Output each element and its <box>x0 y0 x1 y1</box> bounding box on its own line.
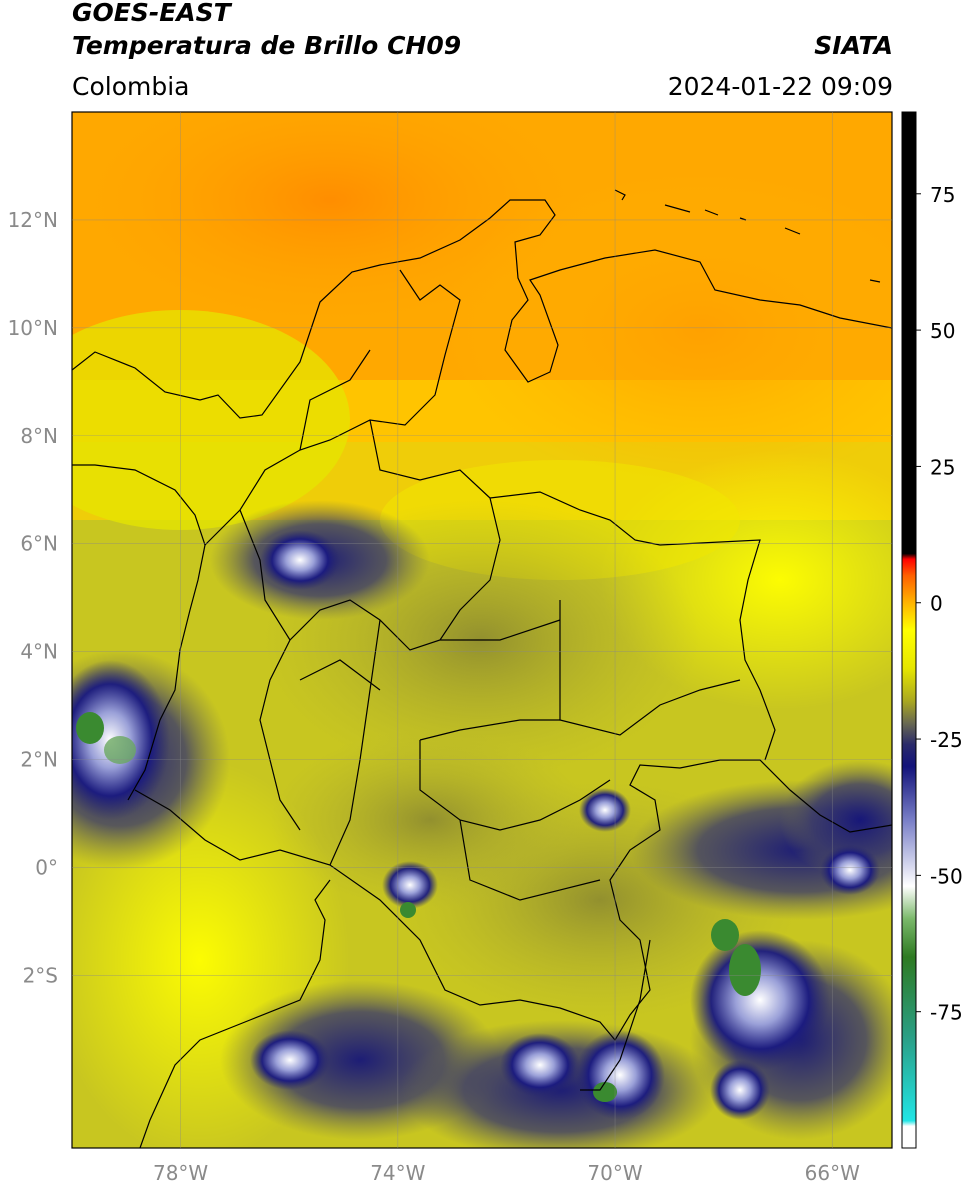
title-line1: GOES-EAST <box>72 0 231 27</box>
colorbar-tick-label: 75 <box>930 183 955 207</box>
pacific-coastline <box>72 464 206 801</box>
brightness-temperature-field <box>72 112 892 1148</box>
lat-tick-label: 2°N <box>20 748 58 772</box>
title-line2: Temperatura de Brillo CH09 <box>72 31 462 60</box>
colorbar-tick-label: -50 <box>930 864 963 888</box>
colorbar-tick-label: -25 <box>930 728 963 752</box>
colorbar <box>901 111 917 1149</box>
dept-boundaries <box>204 269 611 901</box>
peru-brazil-border <box>580 939 651 1091</box>
lon-tick-label: 66°W <box>805 1161 860 1185</box>
lat-tick-label: 0° <box>35 855 58 879</box>
colorbar-ticks: 75 50 25 0 -25 -50 -75 <box>916 183 963 1025</box>
lon-tick-label: 78°W <box>153 1161 208 1185</box>
colombia-venezuela-border <box>489 491 776 761</box>
borders-layer <box>72 189 892 1148</box>
venezuela-brazil-border <box>559 600 741 736</box>
lon-tick-label: 74°W <box>370 1161 425 1185</box>
lat-tick-label: 8°N <box>20 424 58 448</box>
caribbean-coastline <box>72 199 892 419</box>
lat-tick-label: 4°N <box>20 640 58 664</box>
org-label: SIATA <box>814 31 893 60</box>
region-label: Colombia <box>72 72 190 101</box>
datetime-label: 2024-01-22 09:09 <box>667 72 893 101</box>
lon-tick-label: 70°W <box>587 1161 642 1185</box>
colorbar-tick-label: 0 <box>930 592 943 616</box>
lat-tick-label: 2°S <box>23 963 58 987</box>
gridlines <box>72 112 892 1148</box>
lat-tick-label: 12°N <box>8 208 58 232</box>
map-frame <box>71 111 893 1149</box>
aruba-curacao-islands <box>614 189 881 283</box>
lat-tick-label: 10°N <box>8 316 58 340</box>
longitude-labels: 78°W 74°W 70°W 66°W <box>153 1161 860 1185</box>
colorbar-tick-label: 25 <box>930 455 955 479</box>
colorbar-tick-label: -75 <box>930 1001 963 1025</box>
ecuador-coastline <box>139 879 331 1148</box>
lat-tick-label: 6°N <box>20 532 58 556</box>
latitude-labels: 12°N 10°N 8°N 6°N 4°N 2°N 0° 2°S <box>8 208 58 987</box>
colorbar-tick-label: 50 <box>930 319 955 343</box>
